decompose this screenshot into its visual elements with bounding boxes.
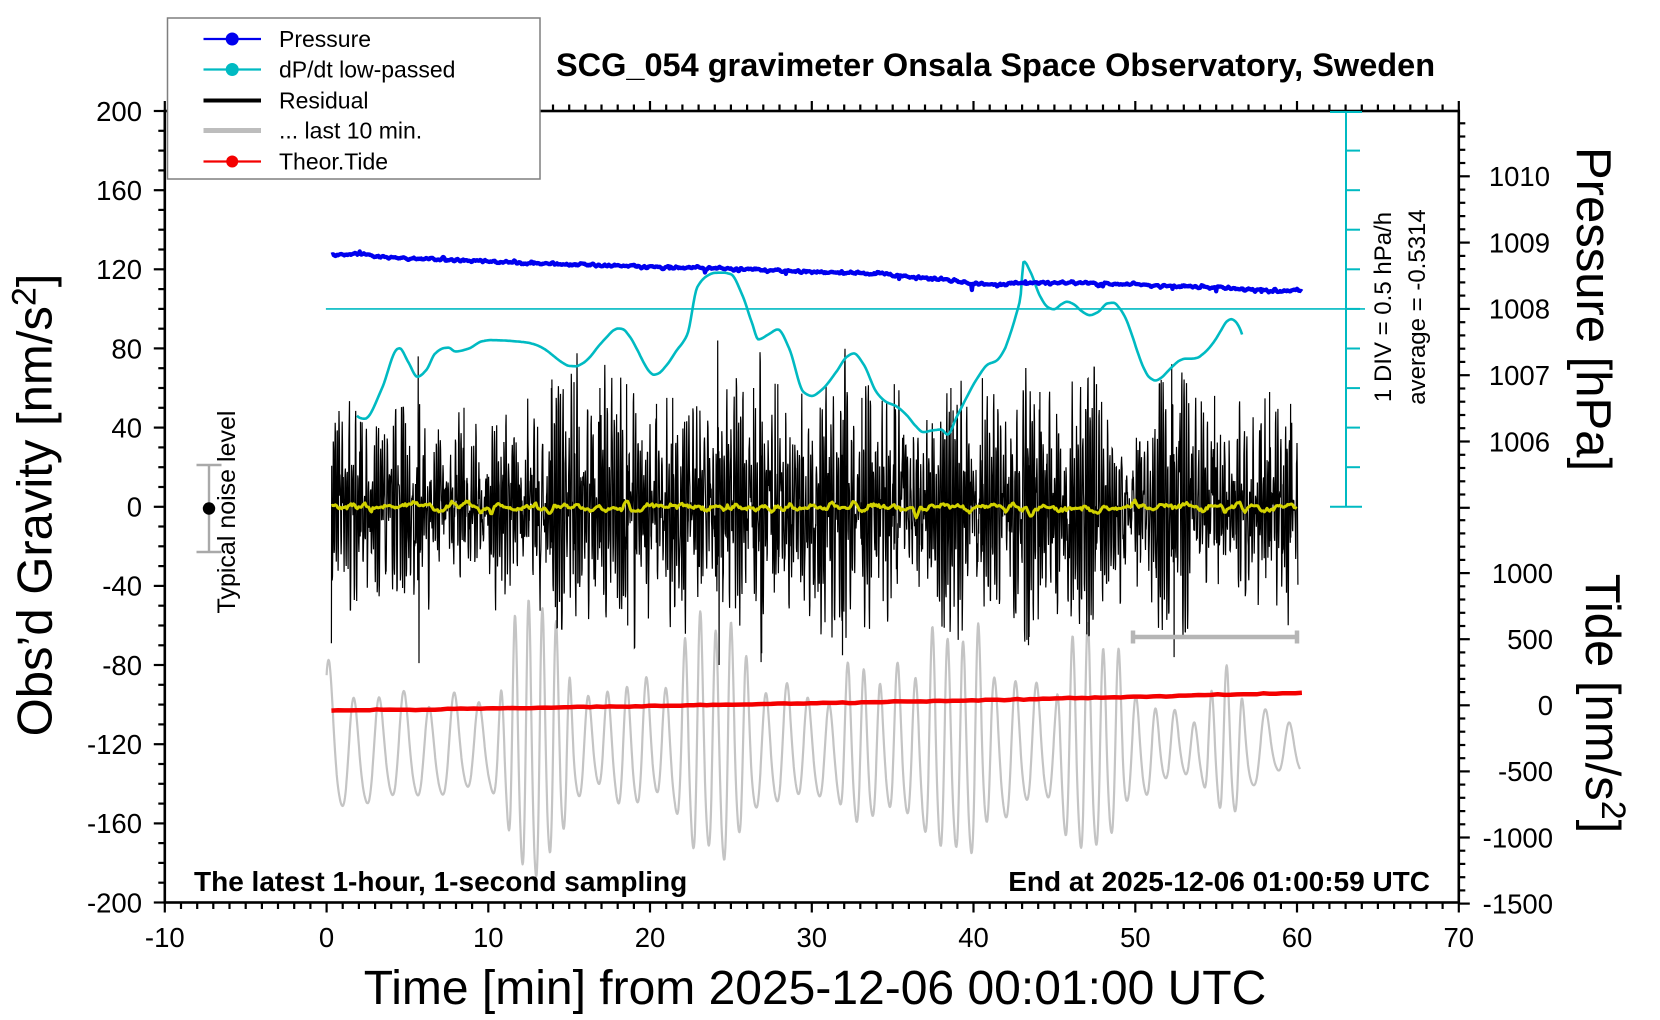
svg-text:160: 160: [96, 175, 142, 206]
svg-text:-10: -10: [145, 922, 185, 953]
svg-text:20: 20: [635, 922, 666, 953]
svg-text:1009: 1009: [1489, 227, 1550, 258]
svg-text:SCG_054 gravimeter Onsala Spac: SCG_054 gravimeter Onsala Space Observat…: [556, 47, 1435, 83]
svg-text:Typical noise level: Typical noise level: [213, 411, 241, 614]
svg-text:-40: -40: [102, 571, 142, 602]
svg-text:1 DIV = 0.5 hPa/h: 1 DIV = 0.5 hPa/h: [1370, 212, 1397, 402]
svg-text:-80: -80: [102, 650, 142, 681]
svg-text:Obs’d Gravity [nm/s2]: Obs’d Gravity [nm/s2]: [6, 274, 63, 737]
svg-text:-200: -200: [87, 887, 142, 918]
svg-text:10: 10: [473, 922, 504, 953]
svg-text:1007: 1007: [1489, 360, 1550, 391]
svg-text:80: 80: [111, 333, 142, 364]
svg-text:Theor.Tide: Theor.Tide: [279, 149, 388, 175]
svg-text:... last 10 min.: ... last 10 min.: [279, 118, 422, 144]
svg-text:120: 120: [96, 254, 142, 285]
svg-text:1000: 1000: [1492, 558, 1553, 589]
svg-text:1006: 1006: [1489, 426, 1550, 457]
svg-text:0: 0: [319, 922, 334, 953]
svg-text:-120: -120: [87, 729, 142, 760]
svg-text:70: 70: [1444, 922, 1475, 953]
svg-text:40: 40: [111, 412, 142, 443]
svg-text:-1500: -1500: [1483, 888, 1553, 919]
svg-text:Residual: Residual: [279, 88, 369, 114]
svg-text:The latest 1-hour, 1-second sa: The latest 1-hour, 1-second sampling: [194, 866, 687, 897]
svg-text:-1000: -1000: [1483, 822, 1553, 853]
svg-text:Time [min] from 2025-12-06 00:: Time [min] from 2025-12-06 00:01:00 UTC: [364, 962, 1267, 1015]
svg-text:40: 40: [958, 922, 989, 953]
svg-text:Tide [nm/s2]: Tide [nm/s2]: [1575, 574, 1632, 833]
svg-text:Pressure: Pressure: [279, 26, 371, 52]
svg-text:-500: -500: [1498, 756, 1553, 787]
svg-text:60: 60: [1282, 922, 1313, 953]
svg-text:500: 500: [1507, 624, 1553, 655]
svg-text:1010: 1010: [1489, 161, 1550, 192]
svg-text:1008: 1008: [1489, 294, 1550, 325]
svg-text:0: 0: [127, 492, 142, 523]
svg-text:50: 50: [1120, 922, 1151, 953]
svg-text:30: 30: [797, 922, 828, 953]
svg-text:End at 2025-12-06 01:00:59 UTC: End at 2025-12-06 01:00:59 UTC: [1008, 866, 1430, 897]
svg-text:average = -0.5314: average = -0.5314: [1404, 209, 1431, 404]
svg-text:dP/dt low-passed: dP/dt low-passed: [279, 57, 455, 83]
svg-text:Pressure [hPa]: Pressure [hPa]: [1566, 147, 1620, 471]
svg-text:-160: -160: [87, 808, 142, 839]
svg-text:0: 0: [1538, 690, 1553, 721]
svg-text:200: 200: [96, 96, 142, 127]
